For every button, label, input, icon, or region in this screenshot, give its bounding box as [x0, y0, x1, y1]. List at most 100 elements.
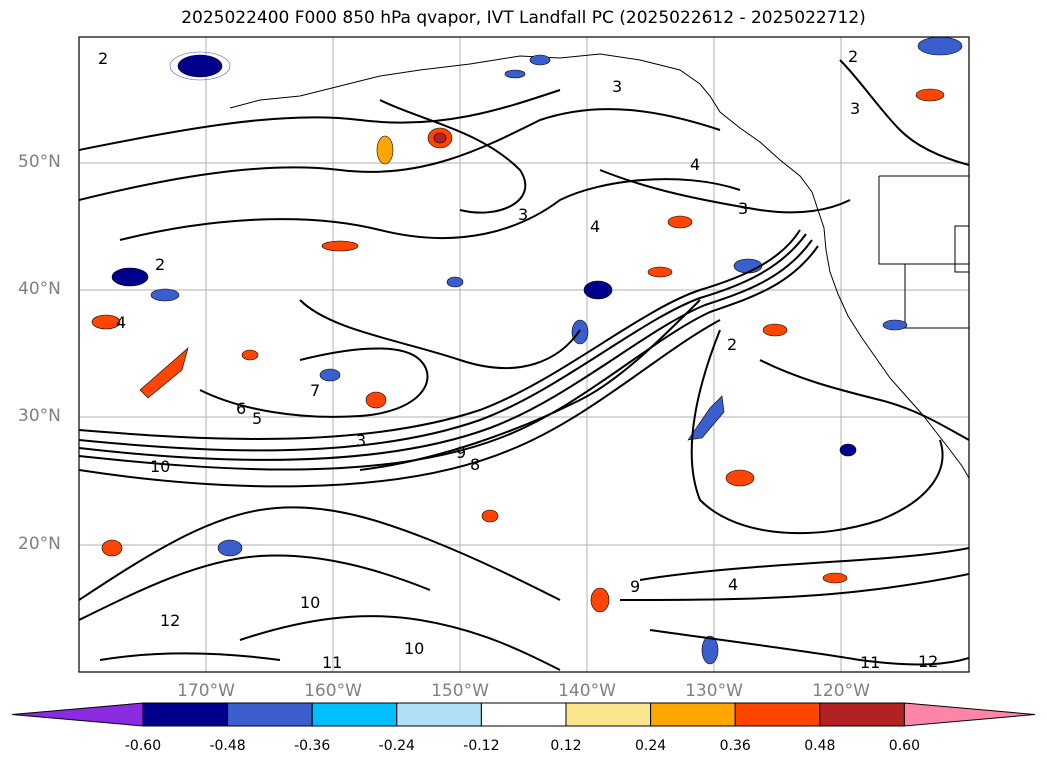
anomaly-blob — [733, 258, 763, 274]
contour-labels: 2 2 2 2 3 3 3 3 3 4 4 4 4 5 6 7 8 9 9 10… — [98, 47, 938, 672]
colorbar-tick-label: -0.24 — [378, 738, 415, 754]
contour-line — [239, 615, 561, 671]
lon-label-130w: 130°W — [685, 681, 743, 701]
state-borders — [878, 175, 969, 329]
contour-line — [639, 547, 969, 581]
contour-label: 7 — [310, 381, 320, 400]
lat-label-20n: 20°N — [18, 534, 61, 554]
colorbar-segment — [142, 702, 229, 727]
colorbar-segment — [650, 702, 736, 727]
colorbar-segment — [311, 702, 398, 727]
contour-line — [99, 652, 281, 661]
anomaly-blob — [882, 319, 908, 331]
colorbar-extend-low — [11, 702, 144, 727]
anomaly-blob — [839, 443, 857, 457]
colorbar-segment — [819, 702, 905, 727]
anomaly-blob — [101, 539, 123, 557]
contour-label: 2 — [727, 335, 737, 354]
colorbar-extend-high — [903, 702, 1036, 727]
contour-line — [199, 347, 429, 418]
map-frame — [78, 36, 970, 673]
colorbar-segment — [227, 702, 313, 727]
contour-line — [79, 229, 801, 440]
contour-line — [119, 178, 741, 241]
contour-label: 12 — [160, 611, 180, 630]
anomaly-fills — [91, 37, 963, 665]
anomaly-blob — [319, 368, 341, 382]
contour-label: 11 — [322, 653, 342, 672]
anomaly-blob — [762, 323, 788, 337]
ivt-contours — [79, 59, 969, 671]
contour-label: 3 — [612, 77, 622, 96]
lon-label-150w: 150°W — [431, 681, 489, 701]
colorbar — [11, 702, 1036, 727]
anomaly-blob — [446, 276, 464, 288]
contour-label: 2 — [98, 49, 108, 68]
contour-label: 3 — [518, 205, 528, 224]
colorbar-tick-label: 0.48 — [804, 738, 836, 754]
contour-line — [79, 239, 813, 461]
anomaly-blob — [365, 391, 387, 409]
lon-label-140w: 140°W — [558, 681, 616, 701]
anomaly-blob — [583, 280, 613, 300]
colorbar-tick-label: -0.36 — [294, 738, 331, 754]
contour-label: 10 — [300, 593, 320, 612]
contour-label: 4 — [116, 313, 126, 332]
contour-line — [619, 573, 969, 601]
colorbar-segment — [480, 702, 567, 727]
contour-label: 4 — [690, 155, 700, 174]
north-america-coast — [229, 53, 969, 479]
contour-line — [379, 99, 527, 214]
contour-label: 2 — [155, 255, 165, 274]
colorbar-tick-label: 0.24 — [635, 738, 667, 754]
anomaly-blob — [139, 347, 189, 399]
colorbar-tick-label: 0.12 — [550, 738, 582, 754]
colorbar-segment — [565, 702, 652, 727]
contour-label: 9 — [630, 577, 640, 596]
contour-label: 5 — [252, 409, 262, 428]
contour-line — [299, 299, 581, 369]
colorbar-segment — [734, 702, 821, 727]
contour-line — [79, 89, 561, 151]
contour-line — [599, 169, 851, 214]
contour-label: 3 — [850, 99, 860, 118]
contour-label: 4 — [728, 575, 738, 594]
plot-area: 2 2 2 2 3 3 3 3 3 4 4 4 4 5 6 7 8 9 9 10… — [79, 37, 969, 672]
anomaly-blob — [217, 539, 243, 557]
anomaly-blob — [150, 288, 180, 302]
contour-line — [839, 59, 969, 166]
anomaly-blob — [241, 349, 259, 361]
colorbar-segment — [396, 702, 482, 727]
contour-label: 12 — [918, 652, 938, 671]
contour-line — [79, 319, 721, 488]
lat-label-30n: 30°N — [18, 406, 61, 426]
anomaly-blob — [701, 635, 719, 665]
contour-label: 4 — [590, 217, 600, 236]
contour-line — [79, 554, 431, 621]
lon-label-160w: 160°W — [304, 681, 362, 701]
anomaly-blob — [590, 587, 610, 613]
lon-label-120w: 120°W — [812, 681, 870, 701]
map-background — [79, 37, 969, 672]
colorbar-tick-label: -0.12 — [463, 738, 500, 754]
map-title: 2025022400 F000 850 hPa qvapor, IVT Land… — [181, 8, 866, 28]
anomaly-blob — [647, 266, 673, 278]
contour-line — [79, 108, 721, 201]
colorbar-tick-label: -0.48 — [209, 738, 246, 754]
anomaly-blob — [111, 267, 149, 287]
colorbar-tick-label: 0.60 — [888, 738, 920, 754]
anomaly-blob — [481, 509, 499, 523]
anomaly-blob — [321, 240, 359, 252]
lat-label-40n: 40°N — [18, 279, 61, 299]
contour-label: 9 — [456, 443, 466, 462]
contour-label: 2 — [848, 47, 858, 66]
contour-label: 11 — [860, 653, 880, 672]
anomaly-blob — [725, 469, 755, 487]
contour-label: 10 — [404, 639, 424, 658]
anomaly-blob — [667, 215, 693, 229]
anomaly-blob — [91, 314, 121, 330]
colorbar-tick-label: -0.60 — [124, 738, 162, 754]
colorbar-tick-label: 0.36 — [719, 738, 751, 754]
contour-line — [79, 506, 561, 601]
